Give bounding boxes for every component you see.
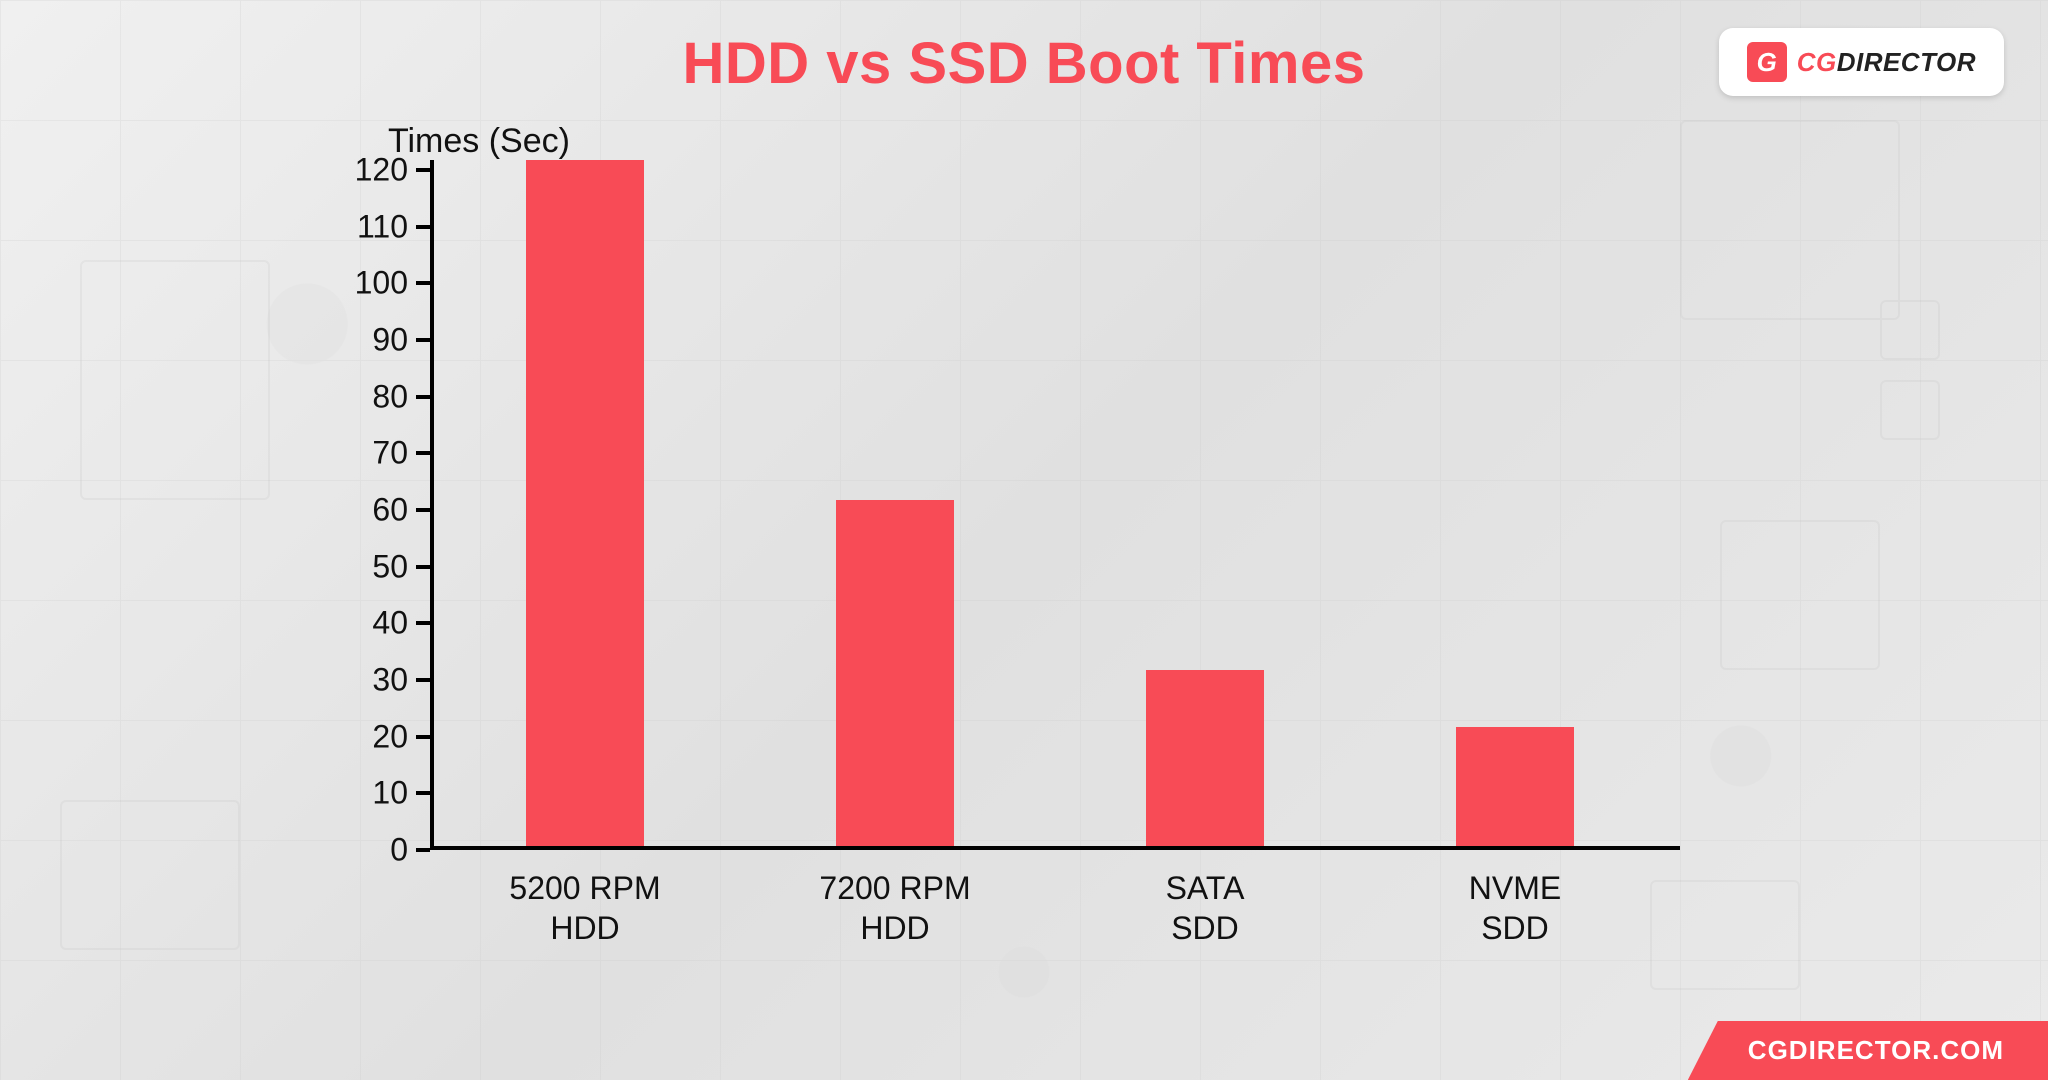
y-axis-label: Times (Sec) <box>388 122 570 161</box>
y-axis-line <box>430 160 434 850</box>
y-axis-tick <box>416 735 430 739</box>
y-axis-tick <box>416 168 430 172</box>
y-axis-tick-label: 30 <box>344 662 408 699</box>
y-axis-tick-label: 20 <box>344 718 408 755</box>
y-axis-tick-label: 0 <box>344 832 408 869</box>
y-axis-tick <box>416 225 430 229</box>
infographic-canvas: HDD vs SSD Boot Times G CGDIRECTOR CGDIR… <box>0 0 2048 1080</box>
y-axis-tick-label: 40 <box>344 605 408 642</box>
bar <box>1456 727 1574 846</box>
brand-logo-badge: G CGDIRECTOR <box>1719 28 2004 96</box>
y-axis-tick-label: 90 <box>344 322 408 359</box>
y-axis-tick-label: 60 <box>344 492 408 529</box>
y-axis-tick <box>416 678 430 682</box>
bar-chart: Times (Sec) 0102030405060708090100110120… <box>310 130 1730 950</box>
brand-logo-mark: G <box>1747 42 1787 82</box>
y-axis-tick-label: 100 <box>344 265 408 302</box>
y-axis-tick-label: 10 <box>344 775 408 812</box>
y-axis-tick <box>416 395 430 399</box>
y-axis-tick <box>416 565 430 569</box>
y-axis-tick-label: 70 <box>344 435 408 472</box>
x-axis-category-label: NVME SDD <box>1469 868 1561 948</box>
plot-area: 01020304050607080901001101205200 RPM HDD… <box>430 170 1670 850</box>
y-axis-tick-label: 50 <box>344 548 408 585</box>
y-axis-tick <box>416 848 430 852</box>
footer-site-badge: CGDIRECTOR.COM <box>1688 1021 2048 1080</box>
x-axis-category-label: SATA SDD <box>1166 868 1245 948</box>
y-axis-tick <box>416 791 430 795</box>
bar <box>1146 670 1264 846</box>
x-axis-line <box>430 846 1680 850</box>
brand-logo-suffix: DIRECTOR <box>1837 47 1976 77</box>
x-axis-category-label: 7200 RPM HDD <box>819 868 970 948</box>
y-axis-tick <box>416 338 430 342</box>
y-axis-tick-label: 110 <box>344 208 408 245</box>
brand-logo-prefix: CG <box>1797 47 1837 77</box>
bar <box>526 160 644 846</box>
y-axis-tick <box>416 508 430 512</box>
y-axis-tick <box>416 451 430 455</box>
y-axis-tick-label: 120 <box>344 152 408 189</box>
y-axis-tick <box>416 281 430 285</box>
y-axis-tick-label: 80 <box>344 378 408 415</box>
brand-logo-text: CGDIRECTOR <box>1797 47 1976 78</box>
y-axis-tick <box>416 621 430 625</box>
x-axis-category-label: 5200 RPM HDD <box>509 868 660 948</box>
bar <box>836 500 954 846</box>
